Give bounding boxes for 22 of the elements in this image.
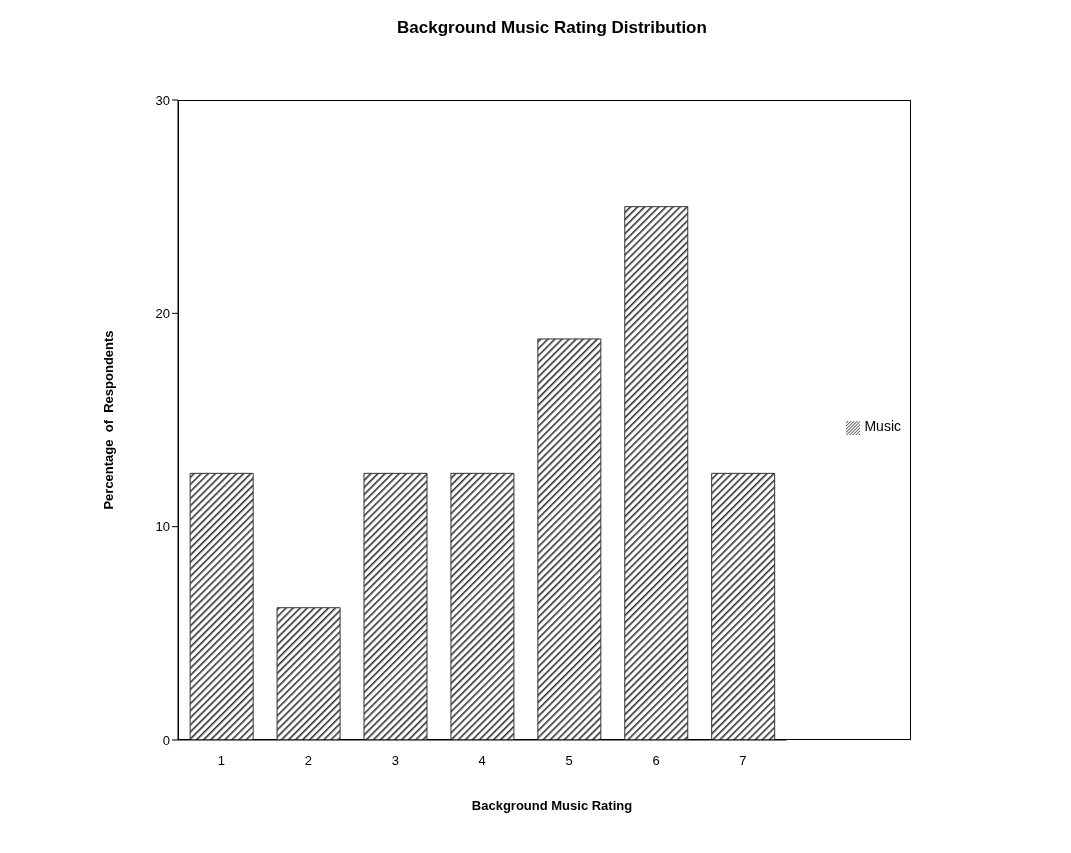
x-tick-label: 6: [652, 753, 660, 769]
y-tick-label: 20: [155, 305, 170, 321]
bar: [450, 472, 515, 740]
x-tick-label: 1: [217, 753, 226, 769]
y-tick-label: 30: [155, 92, 170, 108]
x-tick-label: 2: [304, 753, 312, 769]
bar: [711, 472, 776, 740]
bar: [276, 607, 341, 740]
y-tick-label: 10: [155, 519, 170, 535]
x-tick-label: 3: [391, 753, 399, 769]
bar: [624, 206, 689, 740]
x-tick-label: 4: [478, 753, 486, 769]
legend-label: Music: [864, 418, 901, 435]
chart-title: Background Music Rating Distribution: [396, 18, 708, 38]
y-axis-title: Percentage of Respondents: [100, 330, 116, 510]
bar: [189, 472, 254, 740]
bar: [537, 338, 602, 740]
y-tick-label: 0: [162, 732, 170, 748]
x-tick-label: 5: [565, 753, 573, 769]
bar: [363, 472, 428, 740]
x-axis-title: Background Music Rating: [470, 798, 634, 813]
x-tick-label: 7: [739, 753, 747, 769]
